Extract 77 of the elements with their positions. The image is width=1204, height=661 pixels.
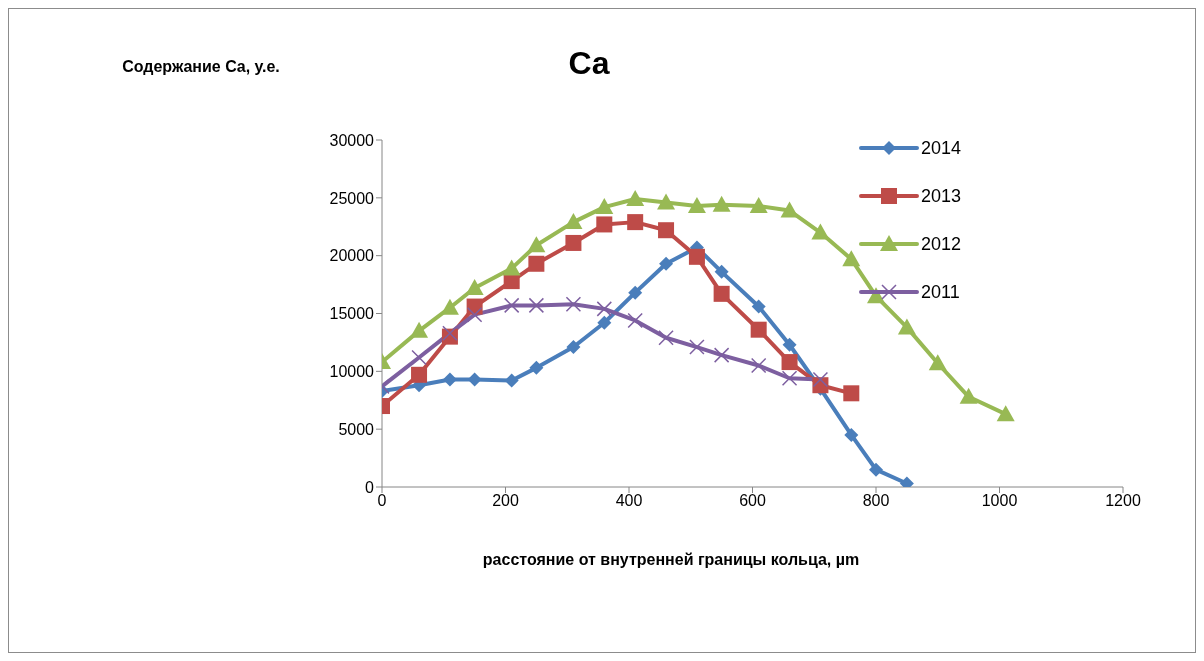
- point: [467, 372, 482, 387]
- point: [527, 236, 546, 253]
- point: [596, 216, 613, 233]
- x-tick-label: 400: [615, 492, 643, 510]
- y-tick-label: 0: [365, 478, 375, 496]
- point: [782, 337, 797, 352]
- point: [566, 340, 581, 355]
- chart-title: Ca: [567, 45, 611, 82]
- point: [844, 427, 859, 442]
- point: [627, 312, 643, 329]
- point: [811, 223, 830, 240]
- point: [781, 370, 798, 387]
- point: [959, 387, 978, 404]
- point: [749, 196, 768, 213]
- point: [564, 213, 583, 230]
- point: [466, 306, 483, 323]
- legend-label: 2011: [921, 281, 960, 304]
- point: [812, 371, 829, 388]
- legend-label: 2012: [921, 233, 962, 256]
- point: [714, 264, 729, 279]
- point: [897, 318, 916, 335]
- y-tick-label: 30000: [329, 131, 375, 149]
- point: [658, 222, 675, 239]
- y-tick-label: 20000: [329, 247, 375, 265]
- x-tick-label: 600: [739, 492, 766, 510]
- point: [595, 198, 614, 215]
- point: [869, 462, 883, 477]
- point: [750, 357, 767, 374]
- point: [411, 349, 427, 366]
- point: [658, 330, 674, 346]
- y-tick-label: 10000: [329, 363, 375, 381]
- point: [687, 196, 706, 213]
- point: [628, 285, 643, 300]
- point: [750, 321, 767, 338]
- point: [689, 339, 705, 355]
- point: [528, 297, 545, 314]
- point: [528, 255, 545, 272]
- x-tick-label: 1200: [1105, 492, 1141, 510]
- point: [659, 256, 674, 271]
- point: [442, 325, 458, 341]
- point: [411, 366, 428, 383]
- x-axis-title: расстояние от внутренней границы кольца, µm: [481, 551, 861, 569]
- point: [996, 405, 1015, 422]
- point: [713, 347, 730, 363]
- point: [504, 373, 519, 388]
- point: [657, 193, 676, 210]
- point: [928, 354, 947, 371]
- point: [442, 372, 457, 387]
- point: [565, 234, 582, 251]
- y-tick-label: 5000: [338, 420, 375, 438]
- point: [502, 259, 521, 276]
- y-tick-label: 15000: [329, 305, 375, 323]
- point: [627, 214, 644, 231]
- point: [713, 285, 730, 302]
- point: [843, 385, 860, 402]
- point: [597, 315, 612, 330]
- x-tick-label: 800: [862, 492, 890, 510]
- point: [503, 297, 520, 314]
- point: [842, 250, 861, 267]
- x-tick-label: 1000: [981, 492, 1018, 510]
- point: [626, 189, 645, 206]
- point: [596, 301, 613, 317]
- point: [712, 195, 731, 212]
- point: [410, 321, 429, 338]
- point: [751, 299, 766, 314]
- point: [565, 296, 582, 312]
- x-tick-label: 200: [492, 492, 519, 510]
- legend-label: 2013: [921, 185, 962, 208]
- y-axis-title: Содержание Ca, у.е.: [121, 57, 281, 77]
- point: [781, 354, 798, 371]
- point: [780, 201, 799, 218]
- legend-label: 2014: [921, 137, 962, 160]
- point: [688, 248, 705, 265]
- point: [529, 360, 544, 375]
- point: [465, 279, 484, 296]
- x-tick-label: 0: [377, 492, 387, 510]
- y-tick-label: 25000: [329, 189, 375, 207]
